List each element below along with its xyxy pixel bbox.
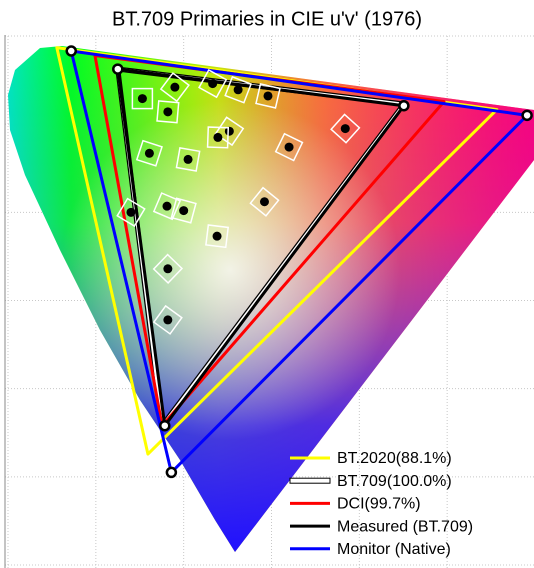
measured-point (259, 197, 269, 207)
measured-point (263, 91, 273, 101)
chart-title: BT.709 Primaries in CIE u'v' (1976) (112, 8, 422, 30)
measured-point (340, 124, 350, 134)
target-box (214, 116, 245, 147)
target-box (116, 197, 146, 228)
legend-label: BT.2020(88.1%) (337, 450, 452, 467)
vertex-marker (159, 419, 171, 432)
measured-point (163, 264, 173, 274)
target-box (274, 132, 304, 162)
measured-point (144, 148, 154, 158)
gamut-triangle (69, 49, 529, 474)
vertex-marker (398, 99, 410, 112)
target-box (330, 113, 361, 144)
target-box (198, 68, 228, 99)
target-box (152, 304, 183, 335)
vertex-marker (165, 466, 178, 479)
measured-point (284, 142, 294, 152)
target-box (206, 126, 230, 149)
measured-point (183, 154, 193, 164)
measured-point (170, 82, 180, 92)
target-box (170, 197, 197, 224)
measured-point (126, 207, 136, 217)
target-box (205, 224, 230, 249)
target-box (152, 253, 184, 284)
gamut-triangle (116, 67, 406, 428)
measured-point (233, 85, 243, 95)
legend-label: Measured (BT.709) (337, 518, 473, 535)
legend-swatch (289, 477, 331, 484)
target-box (152, 192, 182, 221)
legend: BT.2020(88.1%) BT.709(100.0%) DCI(99.7%) Me… (289, 450, 473, 558)
measured-point (179, 206, 189, 216)
vertex-marker (521, 109, 533, 122)
vertex-marker (112, 63, 124, 75)
measured-point (213, 132, 223, 142)
target-box (224, 75, 253, 104)
measured-point (224, 126, 234, 136)
target-box (135, 139, 163, 167)
measured-point (208, 79, 218, 89)
legend-label: BT.709(100.0%) (337, 473, 452, 490)
target-box (159, 72, 190, 103)
target-box (249, 186, 280, 217)
measured-point (212, 231, 222, 241)
legend-label: DCI(99.7%) (337, 496, 421, 513)
measured-point (163, 315, 173, 325)
target-box (255, 83, 281, 109)
measured-point (137, 94, 147, 104)
measured-point (162, 201, 172, 211)
target-box (131, 87, 154, 110)
vertex-marker (65, 45, 77, 57)
legend-label: Monitor (Native) (337, 541, 451, 558)
target-box (156, 100, 180, 124)
target-box (175, 146, 201, 172)
measured-point (163, 107, 173, 117)
plot (55, 46, 529, 474)
